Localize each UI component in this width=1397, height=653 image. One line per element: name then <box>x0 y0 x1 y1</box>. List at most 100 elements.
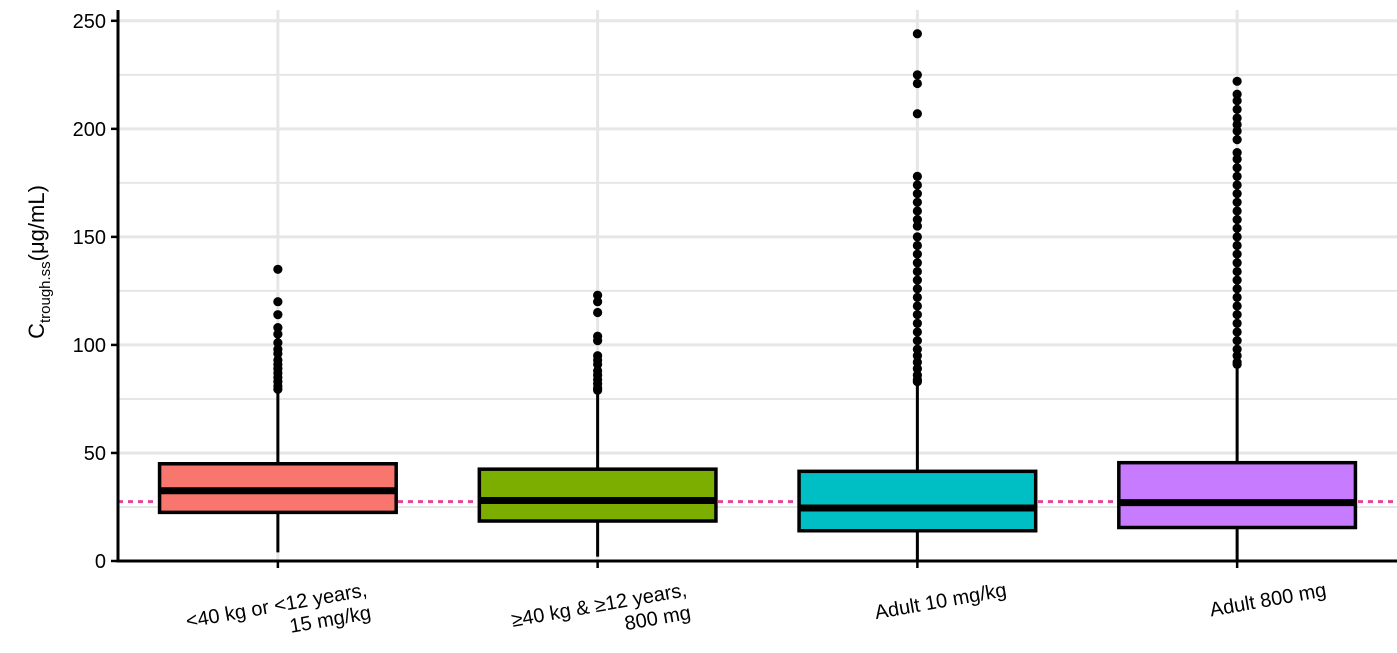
outlier-point <box>1232 171 1242 181</box>
y-axis-title-main: C <box>24 323 49 339</box>
outlier-point <box>912 109 922 119</box>
outlier-point <box>912 249 922 259</box>
outlier-point <box>1232 126 1242 136</box>
outlier-point <box>273 297 283 307</box>
outlier-point <box>593 297 603 307</box>
outlier-point <box>1232 351 1242 361</box>
outlier-point <box>1232 284 1242 294</box>
outlier-point <box>1232 104 1242 114</box>
outlier-point <box>912 344 922 354</box>
y-tick-label: 150 <box>73 227 106 249</box>
outlier-point <box>1232 336 1242 346</box>
outlier-point <box>1232 76 1242 86</box>
box <box>1117 460 1358 530</box>
y-tick-label: 250 <box>73 11 106 33</box>
outlier-point <box>912 214 922 225</box>
outlier-point <box>1232 189 1242 199</box>
outlier-point <box>593 336 603 346</box>
outlier-point <box>1232 197 1242 207</box>
outlier-point <box>912 357 922 367</box>
outlier-point <box>912 327 922 337</box>
outlier-point <box>273 264 283 274</box>
x-tick-label-line: Adult 10 mg/kg <box>873 579 1008 624</box>
outlier-point <box>1232 119 1242 130</box>
outlier-point <box>1232 163 1242 173</box>
outlier-point <box>912 78 922 89</box>
outlier-point <box>1232 223 1242 233</box>
outlier-point <box>1232 249 1242 259</box>
x-tick-label: <40 kg or <12 years,15 mg/kg <box>184 579 372 653</box>
y-tick-label: 100 <box>73 335 106 357</box>
outlier-point <box>912 266 922 277</box>
outlier-point <box>912 377 922 387</box>
y-axis-title-unit: (μg/mL) <box>24 185 49 261</box>
x-tick-label-line: Adult 800 mg <box>1208 579 1328 621</box>
y-axis-title-subscript: trough.ss <box>37 261 54 323</box>
outlier-point <box>1232 89 1242 99</box>
outlier-point <box>1232 310 1242 320</box>
box-group <box>1117 76 1358 561</box>
outlier-point <box>1232 266 1242 277</box>
outlier-point <box>1232 275 1242 285</box>
outlier-point <box>1232 301 1242 311</box>
outlier-point <box>593 359 603 369</box>
outlier-point <box>912 275 922 285</box>
outlier-point <box>912 29 922 39</box>
outlier-point <box>912 292 922 302</box>
box <box>477 467 718 523</box>
outlier-point <box>912 284 922 294</box>
outlier-point <box>1232 359 1242 369</box>
plot-area <box>157 29 1358 561</box>
axes: 0 50 100 150 200 250 <40 kg or <12 years,15 mg… <box>73 10 1397 653</box>
outlier-point <box>912 258 922 268</box>
y-tick-label: 200 <box>73 119 106 141</box>
box-group <box>797 29 1038 561</box>
outlier-point <box>912 197 922 207</box>
outlier-point <box>1232 214 1242 225</box>
y-axis-title: Ctrough.ss(μg/mL) <box>24 185 54 339</box>
outlier-point <box>1232 135 1242 145</box>
outlier-point <box>273 323 283 333</box>
x-tick-label: Adult 800 mg <box>1208 579 1328 621</box>
outlier-point <box>912 232 922 242</box>
outlier-point <box>1232 240 1242 251</box>
y-tick-label: 50 <box>84 443 106 465</box>
outlier-point <box>593 385 603 395</box>
outlier-point <box>1232 206 1242 216</box>
outlier-point <box>273 338 283 348</box>
outlier-point <box>912 70 922 80</box>
box-group <box>477 290 718 557</box>
outlier-point <box>1232 232 1242 242</box>
outlier-point <box>1232 327 1242 337</box>
outlier-point <box>273 384 283 394</box>
outlier-point <box>273 348 283 359</box>
outlier-point <box>1232 154 1242 164</box>
outlier-point <box>1232 113 1242 123</box>
x-tick-label: Adult 10 mg/kg <box>873 579 1008 624</box>
outlier-point <box>273 310 283 320</box>
y-tick-label: 0 <box>95 551 106 573</box>
outlier-point <box>593 290 603 300</box>
outlier-point <box>1232 318 1242 328</box>
outlier-point <box>912 180 922 190</box>
outlier-point <box>1232 344 1242 354</box>
outlier-point <box>1232 148 1242 158</box>
outlier-point <box>912 351 922 361</box>
outlier-point <box>912 364 922 374</box>
outlier-point <box>912 310 922 320</box>
x-tick-label: ≥40 kg & ≥12 years,800 mg <box>510 579 693 653</box>
outlier-point <box>593 307 603 318</box>
outlier-point <box>912 301 922 311</box>
box <box>797 469 1038 533</box>
outlier-point <box>912 336 922 346</box>
outlier-point <box>1232 96 1242 106</box>
outlier-point <box>912 206 922 216</box>
outlier-point <box>912 318 922 328</box>
outlier-point <box>912 221 922 231</box>
outlier-point <box>273 329 283 339</box>
outlier-point <box>1232 292 1242 302</box>
outlier-point <box>912 240 922 251</box>
outlier-point <box>912 171 922 181</box>
box-group <box>157 264 398 553</box>
